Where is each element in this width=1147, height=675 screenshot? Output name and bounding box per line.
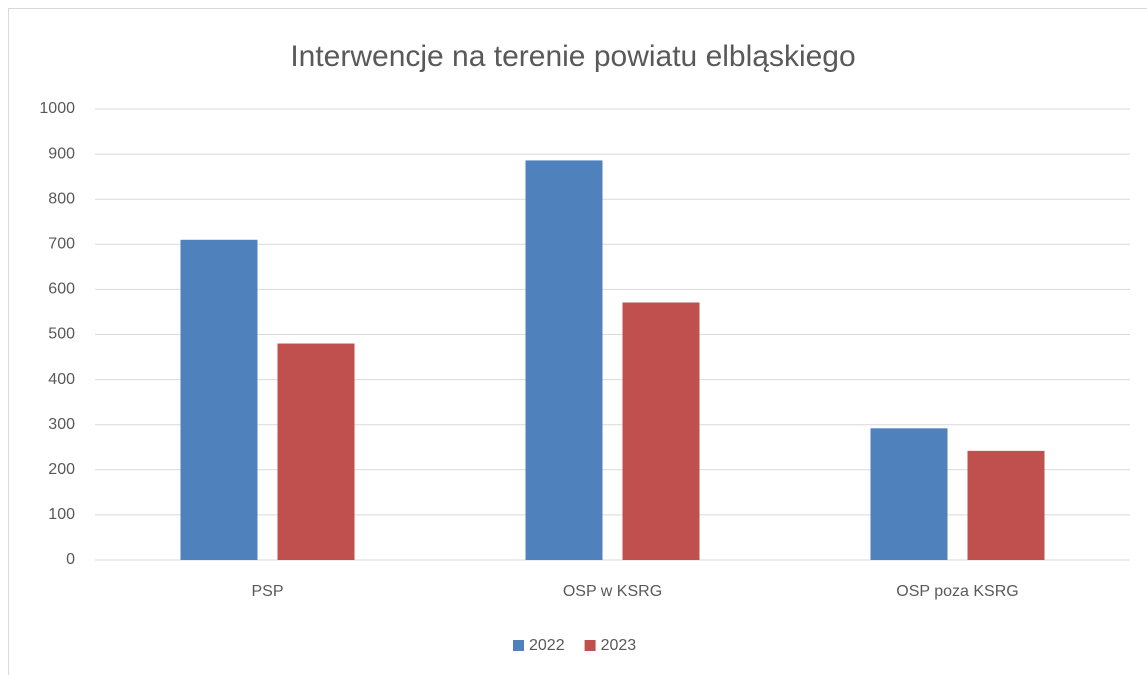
legend-swatch xyxy=(584,640,596,651)
bar xyxy=(622,302,700,560)
bar xyxy=(525,160,603,560)
x-tick-label: OSP poza KSRG xyxy=(896,583,1018,600)
y-tick-label: 800 xyxy=(48,190,75,207)
y-tick-label: 1000 xyxy=(39,100,75,117)
y-tick-label: 300 xyxy=(48,416,75,433)
y-tick-label: 700 xyxy=(48,236,75,253)
y-tick-label: 400 xyxy=(48,371,75,388)
bar xyxy=(277,343,355,560)
x-tick-label: PSP xyxy=(251,583,283,600)
legend-label: 2023 xyxy=(601,637,637,654)
y-tick-label: 900 xyxy=(48,145,75,162)
x-tick-label: OSP w KSRG xyxy=(563,583,662,600)
y-tick-label: 600 xyxy=(48,281,75,298)
bar xyxy=(180,239,258,561)
y-tick-label: 500 xyxy=(48,326,75,343)
y-tick-label: 200 xyxy=(48,461,75,478)
chart-title: Interwencje na terenie powiatu elbląskie… xyxy=(290,40,855,73)
legend-label: 2022 xyxy=(529,637,565,654)
bar xyxy=(870,428,948,560)
legend-swatch xyxy=(513,640,524,651)
bar xyxy=(967,450,1045,560)
y-tick-label: 0 xyxy=(66,551,75,568)
y-tick-label: 100 xyxy=(48,506,75,523)
